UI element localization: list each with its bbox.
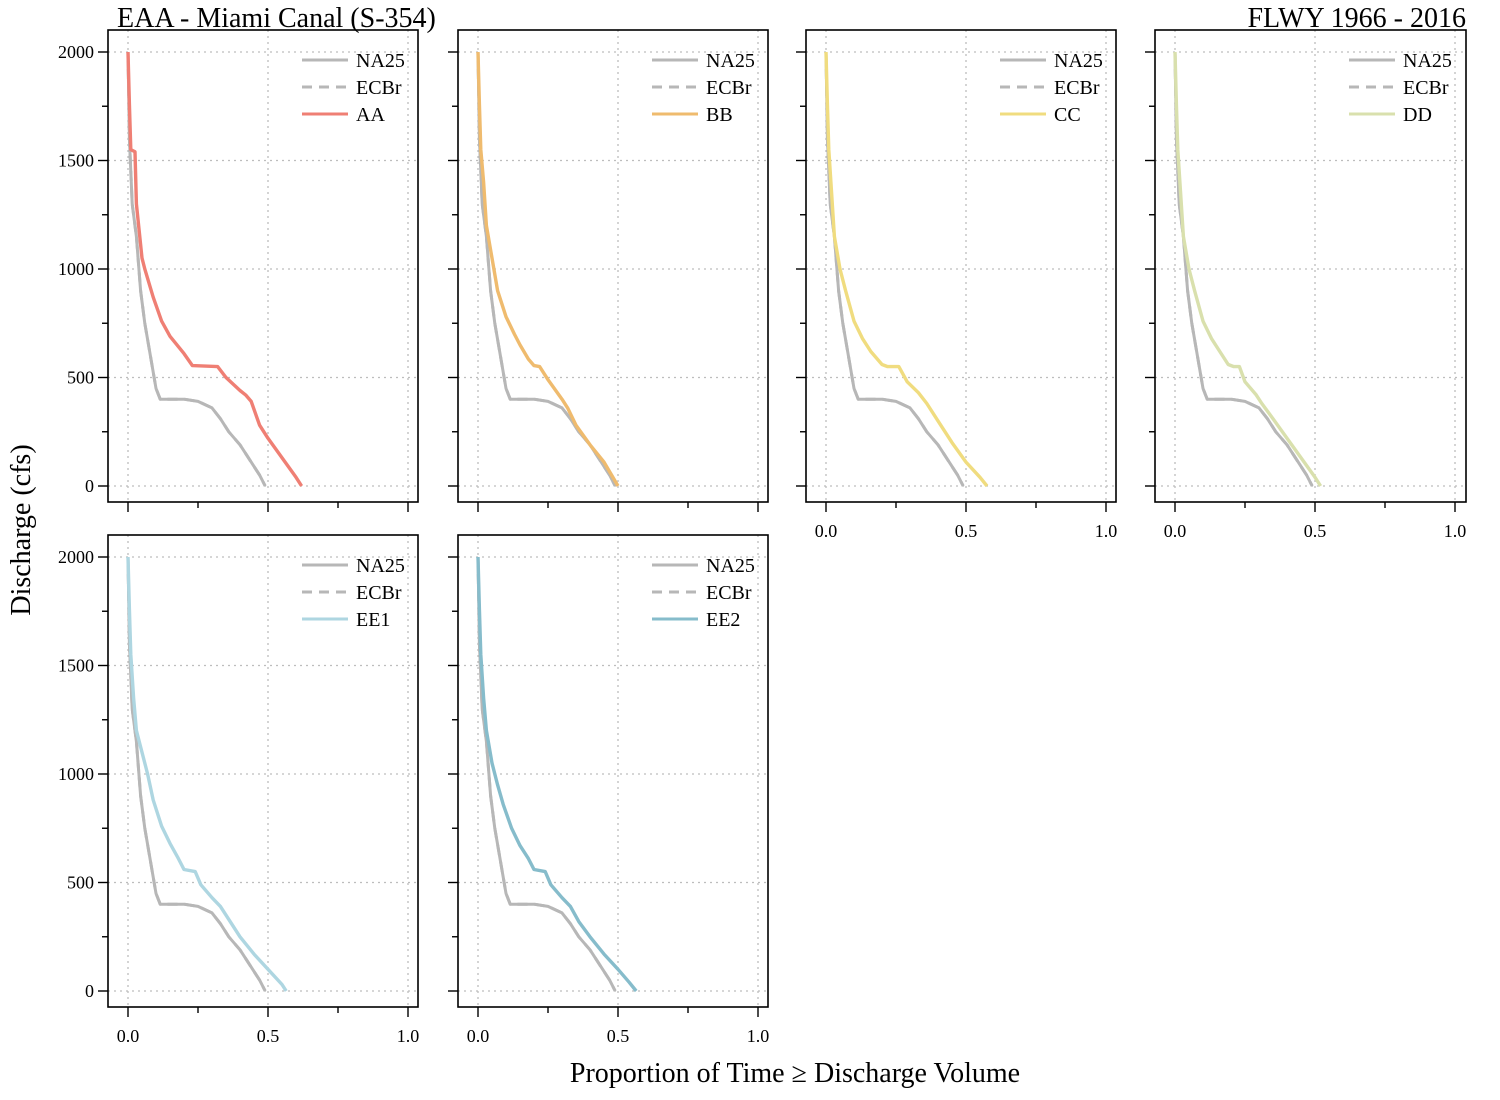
x-tick-label: 0.5 — [607, 1026, 630, 1046]
series-line-NA25 — [476, 556, 617, 992]
x-tick-label: 1.0 — [1095, 521, 1118, 541]
panel-frame — [1154, 29, 1467, 503]
series-line-ECBr — [126, 556, 267, 992]
x-axis-label: Proportion of Time ≥ Discharge Volume — [570, 1058, 1020, 1089]
legend-label-AA: AA — [356, 104, 385, 126]
legend: NA25 ECBr DD — [1349, 50, 1452, 126]
x-tick-label: 1.0 — [397, 1026, 420, 1046]
y-tick-label: 1000 — [58, 764, 94, 784]
legend: NA25 ECBr EE2 — [652, 555, 755, 631]
legend: NA25 ECBr BB — [652, 50, 755, 126]
y-tick-label: 1500 — [58, 151, 94, 171]
panel-DD: 0.0 0.5 1.0 NA25 ECBr DD — [1145, 29, 1467, 541]
y-tick-label: 500 — [67, 368, 94, 388]
series-line-AA — [126, 51, 304, 487]
panel-frame — [457, 534, 769, 1008]
x-tick-label: 0.5 — [257, 1026, 280, 1046]
panel-EE1: 0 500 1000 1500 2000 0.0 0.5 1.0 NA25 ECBr EE1 — [58, 534, 420, 1046]
panel-EE2: 0.0 0.5 1.0 NA25 ECBr EE2 — [448, 534, 770, 1046]
x-tick-label: 1.0 — [747, 1026, 770, 1046]
series-line-DD — [1173, 51, 1323, 487]
legend: NA25 ECBr AA — [302, 50, 405, 126]
panel-frame — [457, 29, 769, 503]
series-line-ECBr — [824, 51, 965, 487]
legend-label-ECBr: ECBr — [356, 582, 402, 604]
y-tick-label: 0 — [85, 476, 94, 496]
legend-label-NA25: NA25 — [706, 555, 755, 577]
y-tick-label: 500 — [67, 873, 94, 893]
legend-label-BB: BB — [706, 104, 733, 126]
legend-label-EE2: EE2 — [706, 609, 740, 631]
series-line-BB — [476, 51, 620, 487]
series-line-NA25 — [824, 51, 965, 487]
series-line-ECBr — [1173, 51, 1314, 487]
legend-label-NA25: NA25 — [356, 50, 405, 72]
legend-label-ECBr: ECBr — [1054, 77, 1100, 99]
series-line-ECBr — [476, 556, 617, 992]
legend-label-EE1: EE1 — [356, 609, 390, 631]
legend-label-CC: CC — [1054, 104, 1081, 126]
series-line-NA25 — [126, 51, 267, 487]
x-tick-label: 0.0 — [1164, 521, 1187, 541]
panel-frame — [107, 534, 419, 1008]
legend-label-ECBr: ECBr — [1403, 77, 1449, 99]
legend: NA25 ECBr EE1 — [302, 555, 405, 631]
y-tick-label: 1000 — [58, 259, 94, 279]
figure-title-right: FLWY 1966 - 2016 — [1247, 3, 1466, 34]
legend-label-DD: DD — [1403, 104, 1432, 126]
y-tick-label: 2000 — [58, 42, 94, 62]
y-axis-label: Discharge (cfs) — [6, 444, 37, 615]
y-tick-label: 1500 — [58, 656, 94, 676]
series-line-NA25 — [476, 51, 617, 487]
x-tick-label: 0.5 — [955, 521, 978, 541]
series-line-CC — [824, 51, 989, 488]
legend-label-NA25: NA25 — [356, 555, 405, 577]
legend-label-ECBr: ECBr — [706, 582, 752, 604]
x-tick-label: 1.0 — [1444, 521, 1467, 541]
y-tick-label: 2000 — [58, 547, 94, 567]
legend-label-NA25: NA25 — [1054, 50, 1103, 72]
legend-label-ECBr: ECBr — [356, 77, 402, 99]
series-line-ECBr — [126, 51, 267, 487]
x-tick-label: 0.0 — [117, 1026, 140, 1046]
legend-label-NA25: NA25 — [706, 50, 755, 72]
series-line-ECBr — [476, 51, 617, 487]
series-line-EE2 — [476, 556, 638, 993]
panel-CC: 0.0 0.5 1.0 NA25 ECBr CC — [796, 29, 1118, 541]
legend-label-ECBr: ECBr — [706, 77, 752, 99]
x-tick-label: 0.5 — [1304, 521, 1327, 541]
panel-AA: 0 500 1000 1500 2000 NA25 ECBr AA — [58, 29, 419, 512]
panel-frame — [107, 29, 419, 503]
panel-frame — [805, 29, 1117, 503]
figure-title-left: EAA - Miami Canal (S-354) — [117, 3, 436, 34]
legend: NA25 ECBr CC — [1000, 50, 1103, 126]
y-tick-label: 0 — [85, 981, 94, 1001]
legend-label-NA25: NA25 — [1403, 50, 1452, 72]
panel-BB: NA25 ECBr BB — [448, 29, 769, 512]
x-tick-label: 0.0 — [815, 521, 838, 541]
series-line-EE1 — [126, 556, 288, 992]
series-line-NA25 — [1173, 51, 1314, 487]
x-tick-label: 0.0 — [467, 1026, 490, 1046]
